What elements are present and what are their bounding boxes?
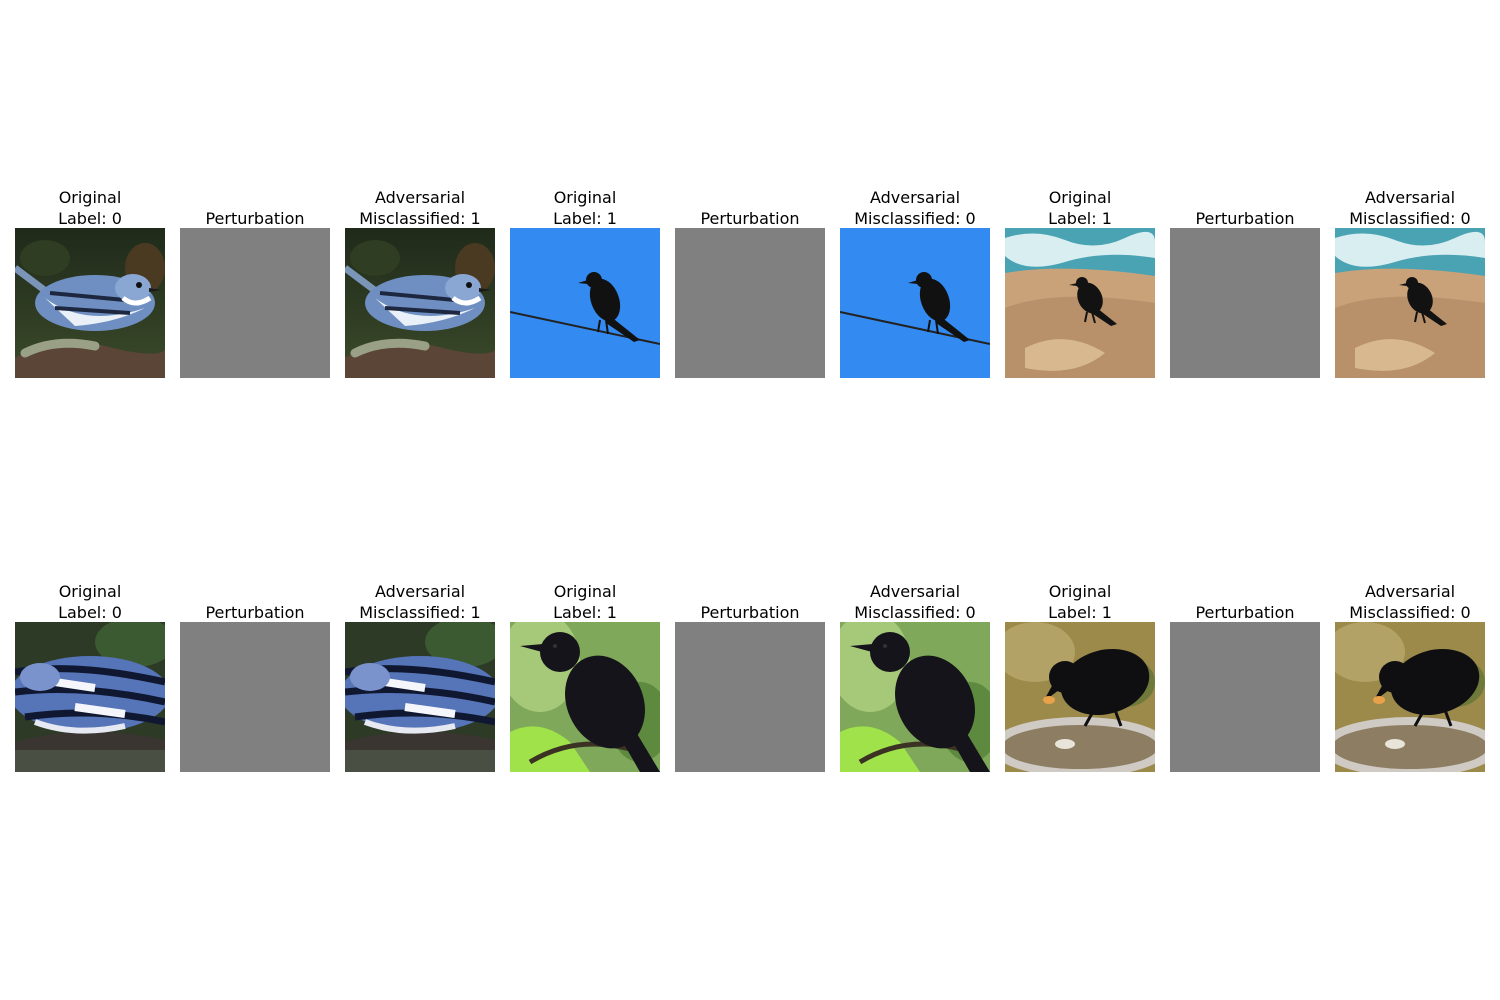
adversarial-panel: Adversarial Misclassified: 1 (345, 574, 495, 774)
warbler-closeup-image (345, 622, 495, 772)
panel-title: Perturbation (1150, 208, 1340, 229)
crow-on-beach-image (1335, 228, 1485, 378)
original-panel: Original Label: 1 (510, 180, 660, 380)
adversarial-panel: Adversarial Misclassified: 0 (1335, 180, 1485, 380)
title-line: Perturbation (1195, 603, 1295, 622)
title-line: Adversarial (1364, 188, 1456, 207)
panel-title: Adversarial Misclassified: 0 (1315, 187, 1500, 229)
figure-row-2: Original Label: 0 Perturbation Adversari (15, 574, 1485, 774)
original-panel: Original Label: 0 (15, 180, 165, 380)
title-line: Original (553, 188, 617, 207)
panel-title: Perturbation (655, 602, 845, 623)
title-line: Perturbation (700, 209, 800, 228)
perturbation-panel: Perturbation (675, 180, 825, 380)
perturbation-panel: Perturbation (675, 574, 825, 774)
misclassified-text: Misclassified: 0 (854, 603, 976, 622)
crow-on-wire-image (840, 228, 990, 378)
perturbation-image (1170, 228, 1320, 378)
panel-title: Adversarial Misclassified: 0 (820, 187, 1010, 229)
label-text: Label: 1 (1048, 209, 1112, 228)
panel-title: Original Label: 0 (0, 581, 185, 623)
panel-title: Perturbation (655, 208, 845, 229)
misclassified-text: Misclassified: 0 (1349, 603, 1471, 622)
title-line: Adversarial (374, 188, 466, 207)
perturbation-image (1170, 622, 1320, 772)
misclassified-text: Misclassified: 1 (359, 209, 481, 228)
crow-on-beach-image (1005, 228, 1155, 378)
title-line: Original (58, 188, 122, 207)
original-panel: Original Label: 1 (510, 574, 660, 774)
title-line: Original (1048, 188, 1112, 207)
adversarial-panel: Adversarial Misclassified: 0 (840, 180, 990, 380)
perturbation-panel: Perturbation (180, 574, 330, 774)
crow-on-wire-image (510, 228, 660, 378)
panel-title: Original Label: 1 (490, 187, 680, 229)
original-panel: Original Label: 0 (15, 574, 165, 774)
crow-on-branch-image (510, 622, 660, 772)
label-text: Label: 1 (553, 209, 617, 228)
label-text: Label: 1 (553, 603, 617, 622)
perturbation-panel: Perturbation (1170, 180, 1320, 380)
perturbation-image (675, 622, 825, 772)
title-line: Adversarial (1364, 582, 1456, 601)
crow-at-birdbath-image (1335, 622, 1485, 772)
label-text: Label: 1 (1048, 603, 1112, 622)
crow-at-birdbath-image (1005, 622, 1155, 772)
title-line: Original (1048, 582, 1112, 601)
adversarial-panel: Adversarial Misclassified: 0 (1335, 574, 1485, 774)
title-line: Adversarial (869, 582, 961, 601)
warbler-image (345, 228, 495, 378)
panel-title: Perturbation (1150, 602, 1340, 623)
perturbation-panel: Perturbation (1170, 574, 1320, 774)
original-panel: Original Label: 1 (1005, 574, 1155, 774)
original-panel: Original Label: 1 (1005, 180, 1155, 380)
panel-title: Original Label: 1 (985, 187, 1175, 229)
panel-title: Original Label: 1 (985, 581, 1175, 623)
figure-row-1: Original Label: 0 Pert (15, 180, 1485, 380)
panel-title: Original Label: 1 (490, 581, 680, 623)
perturbation-image (180, 228, 330, 378)
misclassified-text: Misclassified: 1 (359, 603, 481, 622)
panel-title: Perturbation (160, 208, 350, 229)
misclassified-text: Misclassified: 0 (854, 209, 976, 228)
title-line: Adversarial (869, 188, 961, 207)
title-line: Original (553, 582, 617, 601)
title-line: Perturbation (700, 603, 800, 622)
perturbation-panel: Perturbation (180, 180, 330, 380)
adversarial-panel: Adversarial Misclassified: 1 (345, 180, 495, 380)
perturbation-image (675, 228, 825, 378)
panel-title: Adversarial Misclassified: 1 (325, 187, 515, 229)
perturbation-image (180, 622, 330, 772)
warbler-closeup-image (15, 622, 165, 772)
panel-title: Original Label: 0 (0, 187, 185, 229)
label-text: Label: 0 (58, 603, 122, 622)
panel-title: Adversarial Misclassified: 1 (325, 581, 515, 623)
title-line: Perturbation (205, 603, 305, 622)
panel-title: Adversarial Misclassified: 0 (820, 581, 1010, 623)
label-text: Label: 0 (58, 209, 122, 228)
panel-title: Perturbation (160, 602, 350, 623)
title-line: Perturbation (205, 209, 305, 228)
panel-title: Adversarial Misclassified: 0 (1315, 581, 1500, 623)
adversarial-panel: Adversarial Misclassified: 0 (840, 574, 990, 774)
crow-on-branch-image (840, 622, 990, 772)
title-line: Perturbation (1195, 209, 1295, 228)
warbler-image (15, 228, 165, 378)
misclassified-text: Misclassified: 0 (1349, 209, 1471, 228)
title-line: Adversarial (374, 582, 466, 601)
title-line: Original (58, 582, 122, 601)
